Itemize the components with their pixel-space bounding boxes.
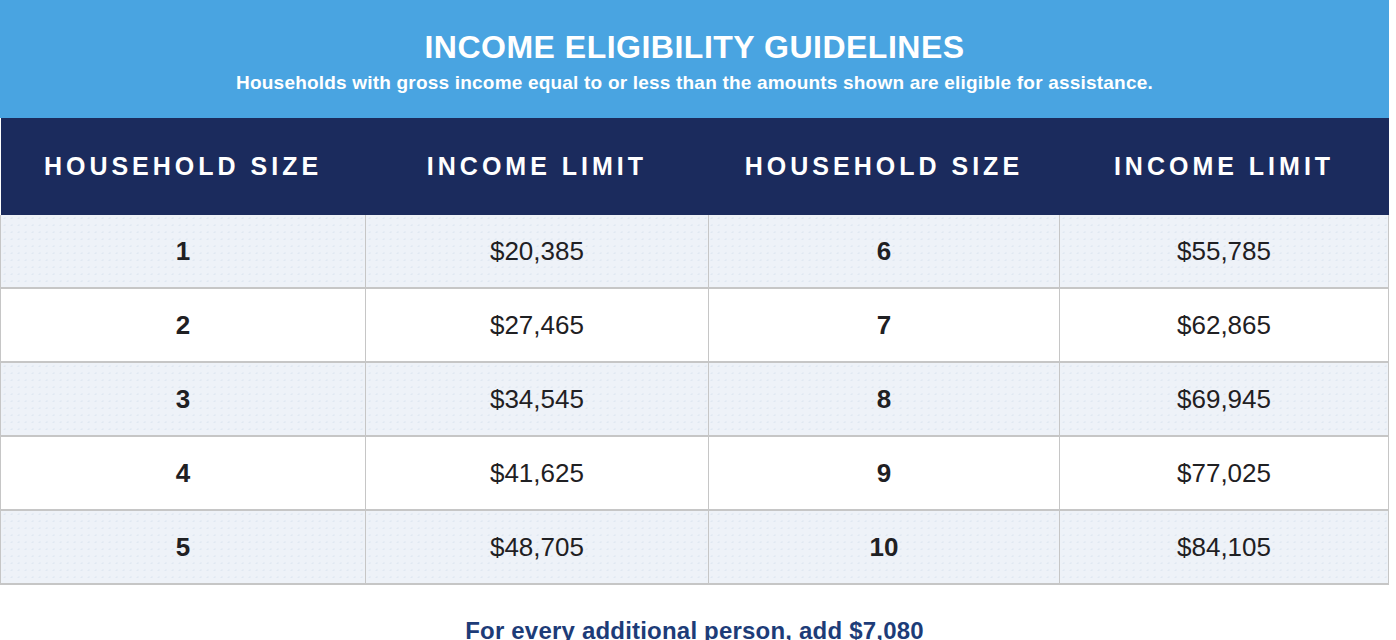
page-title: INCOME ELIGIBILITY GUIDELINES <box>0 31 1389 63</box>
column-header-household-size-left: HOUSEHOLD SIZE <box>1 118 366 215</box>
column-header-income-limit-left: INCOME LIMIT <box>366 118 709 215</box>
income-limit-cell: $41,625 <box>366 436 709 510</box>
income-limit-cell: $62,865 <box>1060 288 1389 362</box>
income-limit-cell: $55,785 <box>1060 215 1389 288</box>
banner: INCOME ELIGIBILITY GUIDELINES Households… <box>0 0 1389 118</box>
income-limit-cell: $34,545 <box>366 362 709 436</box>
household-size-cell: 4 <box>1 436 366 510</box>
page-subtitle: Households with gross income equal to or… <box>0 73 1389 92</box>
income-limit-cell: $27,465 <box>366 288 709 362</box>
income-limits-table: HOUSEHOLD SIZE INCOME LIMIT HOUSEHOLD SI… <box>0 118 1389 585</box>
income-eligibility-infographic: INCOME ELIGIBILITY GUIDELINES Households… <box>0 0 1389 640</box>
table-row: 1 $20,385 6 $55,785 <box>1 215 1389 288</box>
household-size-cell: 8 <box>708 362 1059 436</box>
household-size-cell: 5 <box>1 510 366 584</box>
household-size-cell: 3 <box>1 362 366 436</box>
household-size-cell: 9 <box>708 436 1059 510</box>
column-header-income-limit-right: INCOME LIMIT <box>1060 118 1389 215</box>
income-limit-cell: $69,945 <box>1060 362 1389 436</box>
table-row: 4 $41,625 9 $77,025 <box>1 436 1389 510</box>
table-header-row: HOUSEHOLD SIZE INCOME LIMIT HOUSEHOLD SI… <box>1 118 1389 215</box>
household-size-cell: 1 <box>1 215 366 288</box>
household-size-cell: 6 <box>708 215 1059 288</box>
table-row: 2 $27,465 7 $62,865 <box>1 288 1389 362</box>
household-size-cell: 10 <box>708 510 1059 584</box>
income-limit-cell: $48,705 <box>366 510 709 584</box>
additional-person-note: For every additional person, add $7,080 <box>0 617 1389 640</box>
household-size-cell: 2 <box>1 288 366 362</box>
household-size-cell: 7 <box>708 288 1059 362</box>
table-row: 5 $48,705 10 $84,105 <box>1 510 1389 584</box>
column-header-household-size-right: HOUSEHOLD SIZE <box>708 118 1059 215</box>
income-limit-cell: $77,025 <box>1060 436 1389 510</box>
table-row: 3 $34,545 8 $69,945 <box>1 362 1389 436</box>
income-limit-cell: $84,105 <box>1060 510 1389 584</box>
income-limit-cell: $20,385 <box>366 215 709 288</box>
